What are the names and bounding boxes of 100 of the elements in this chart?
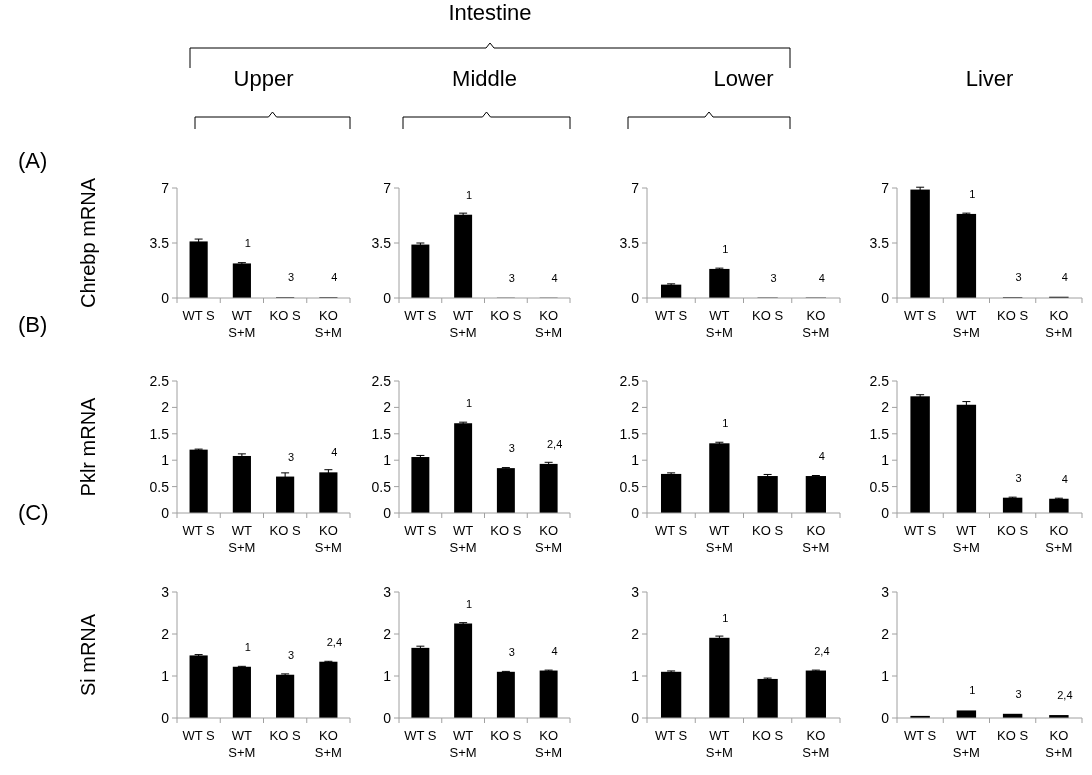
annotation: 3 (1015, 687, 1022, 700)
x-tick-label: KO S (269, 308, 301, 323)
x-tick-label: KO S+M (314, 308, 342, 340)
y-tick-label: 0 (383, 709, 392, 726)
y-axis-title: Chrebp mRNA (77, 177, 99, 309)
x-tick-label: WT S+M (952, 308, 980, 340)
annotation: 1 (466, 597, 473, 610)
x-tick-label: WT S+M (705, 308, 733, 340)
y-tick-label: 3 (881, 583, 890, 600)
x-tick-label: WT S (404, 728, 437, 743)
y-tick-label: 0.5 (371, 478, 392, 495)
y-tick-label: 2 (631, 625, 640, 642)
annotation: 4 (818, 450, 825, 463)
x-tick-label: KO S+M (314, 523, 342, 555)
y-tick-label: 2 (881, 399, 890, 416)
y-tick-label: 3.5 (149, 234, 170, 251)
annotation: 3 (770, 271, 777, 284)
x-tick-label: WT S+M (705, 523, 733, 555)
y-tick-label: 0 (881, 709, 890, 726)
y-tick-label: 1 (631, 452, 640, 469)
chart-title: Upper (233, 66, 294, 91)
x-tick-label: WT S (903, 308, 937, 323)
x-tick-label: KO S+M (1045, 728, 1073, 760)
x-tick-label: WT S (182, 308, 216, 323)
y-axis-title: Pklr mRNA (77, 396, 99, 497)
y-tick-label: 1 (161, 452, 170, 469)
x-tick-label: KO S (490, 728, 522, 743)
x-tick-label: WT S+M (449, 728, 477, 760)
x-tick-label: WT S+M (228, 728, 256, 760)
text: (B) (18, 312, 48, 337)
x-tick-label: WT S+M (449, 308, 477, 340)
y-tick-label: 0 (383, 504, 392, 521)
annotation: 4 (551, 271, 558, 284)
y-tick-label: 3.5 (619, 234, 640, 251)
y-tick-label: 2 (161, 625, 170, 642)
y-tick-label: 0 (161, 289, 170, 306)
x-tick-label: KO S+M (314, 728, 342, 760)
x-tick-label: KO S+M (802, 308, 830, 340)
y-tick-label: 1 (881, 452, 890, 469)
x-tick-label: WT S (654, 523, 688, 538)
x-tick-label: WT S (182, 523, 216, 538)
annotation: 4 (331, 446, 338, 459)
x-tick-label: KO S+M (1045, 523, 1073, 555)
x-tick-label: WT S+M (952, 523, 980, 555)
annotation: 2,4 (546, 437, 563, 450)
y-tick-label: 3 (161, 583, 170, 600)
x-tick-label: KO S (269, 523, 301, 538)
x-tick-label: WT S (182, 728, 216, 743)
annotation: 3 (508, 645, 515, 658)
y-tick-label: 1.5 (869, 425, 890, 442)
annotation: 2,4 (814, 644, 830, 657)
y-axis-title: Si mRNA (77, 613, 99, 697)
annotation: 3 (288, 271, 295, 284)
y-tick-label: 0 (161, 709, 170, 726)
annotation: 3 (508, 271, 515, 284)
chart-title: Lower (713, 66, 774, 91)
annotation: 1 (466, 188, 473, 201)
annotation: 1 (466, 397, 473, 410)
y-tick-label: 0 (631, 504, 640, 521)
annotation: 2,4 (1057, 689, 1073, 702)
x-tick-label: KO S (752, 728, 784, 743)
y-tick-label: 2.5 (619, 372, 640, 389)
x-tick-label: WT S+M (705, 728, 733, 760)
annotation: 2,4 (326, 635, 343, 648)
y-tick-label: 0 (881, 289, 890, 306)
annotation: 3 (288, 648, 295, 661)
x-tick-label: KO S (752, 308, 784, 323)
y-tick-label: 1.5 (149, 425, 170, 442)
x-tick-label: WT S+M (228, 523, 256, 555)
y-tick-label: 2 (383, 399, 392, 416)
y-tick-label: 2 (383, 625, 392, 642)
text: (A) (18, 148, 48, 173)
x-tick-label: KO S (490, 308, 522, 323)
y-tick-label: 1 (383, 452, 392, 469)
y-tick-label: 7 (631, 179, 640, 196)
y-tick-label: 0 (881, 504, 890, 521)
x-tick-label: KO S+M (535, 728, 563, 760)
annotation: 1 (969, 187, 976, 200)
y-tick-label: 7 (383, 179, 392, 196)
y-tick-label: 0.5 (149, 478, 170, 495)
y-tick-label: 2 (631, 399, 640, 416)
x-tick-label: KO S (490, 523, 522, 538)
y-tick-label: 3 (383, 583, 392, 600)
annotation: 4 (1061, 472, 1068, 485)
annotation: 3 (1015, 471, 1022, 484)
annotation: 1 (722, 417, 729, 430)
y-tick-label: 0.5 (619, 478, 640, 495)
y-tick-label: 2.5 (869, 372, 890, 389)
annotation: 1 (244, 237, 251, 250)
x-tick-label: WT S (903, 728, 937, 743)
y-tick-label: 2 (881, 625, 890, 642)
y-tick-label: 3.5 (371, 234, 392, 251)
annotation: 3 (288, 450, 295, 463)
y-tick-label: 0 (161, 504, 170, 521)
y-tick-label: 1 (383, 667, 392, 684)
annotation: 3 (508, 442, 515, 455)
y-tick-label: 0.5 (869, 478, 890, 495)
x-tick-label: KO S+M (535, 308, 563, 340)
y-tick-label: 1 (881, 667, 890, 684)
annotation: 4 (1061, 270, 1068, 283)
